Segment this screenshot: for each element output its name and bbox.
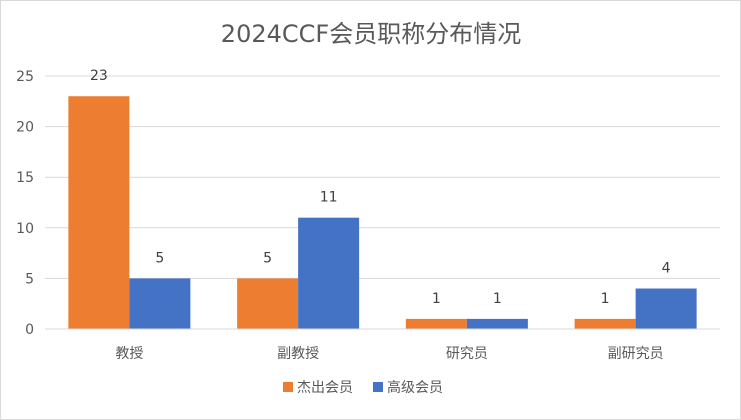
y-tick-label: 0	[25, 322, 34, 338]
bar	[635, 288, 697, 329]
x-tick-label: 副教授	[277, 346, 319, 362]
legend: 杰出会员 高级会员	[283, 379, 443, 396]
y-tick-label: 15	[16, 170, 34, 186]
bar	[574, 318, 636, 329]
data-label: 4	[662, 261, 671, 277]
legend-swatch	[283, 382, 293, 392]
y-axis: 0 5 10 15 20 25	[16, 69, 34, 338]
x-axis: 教授 副教授 研究员 副研究员	[45, 328, 720, 362]
bar	[466, 318, 528, 329]
y-tick-label: 10	[16, 221, 34, 237]
data-label: 1	[493, 291, 502, 307]
bar	[68, 96, 130, 330]
bar	[405, 318, 467, 329]
data-label: 11	[320, 190, 338, 206]
data-label: 5	[263, 250, 272, 266]
data-label: 5	[155, 250, 164, 266]
x-tick-label: 副研究员	[608, 346, 664, 362]
data-label: 1	[601, 291, 610, 307]
chart-title: 2024CCF会员职称分布情况	[221, 20, 521, 48]
x-tick-label: 研究员	[446, 346, 488, 362]
y-tick-label: 20	[16, 120, 34, 136]
bar	[129, 278, 191, 329]
legend-swatch	[373, 382, 383, 392]
y-tick-label: 25	[16, 69, 34, 85]
legend-label: 杰出会员	[297, 380, 353, 396]
legend-label: 高级会员	[387, 379, 443, 396]
bar	[298, 217, 360, 329]
data-label: 23	[90, 68, 108, 84]
y-tick-label: 5	[25, 271, 34, 287]
x-tick-label: 教授	[115, 346, 143, 362]
data-label: 1	[432, 291, 441, 307]
bar	[237, 278, 299, 329]
